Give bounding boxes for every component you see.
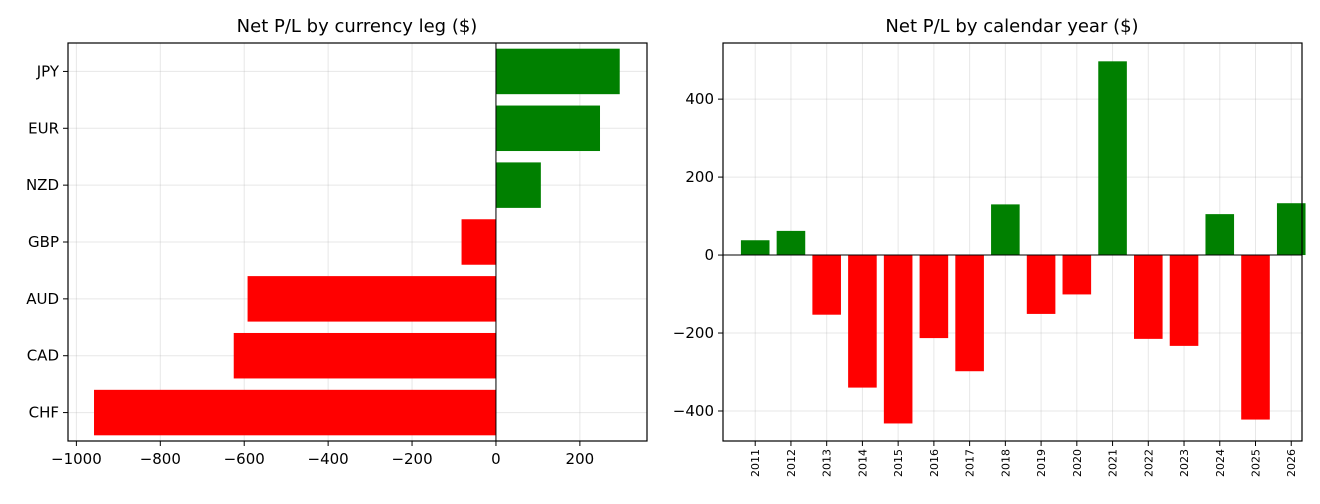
bar-2023 bbox=[1169, 255, 1199, 346]
y-tick-label: EUR bbox=[28, 119, 59, 137]
x-tick-label: 2021 bbox=[1107, 449, 1120, 477]
x-tick-label: 2016 bbox=[928, 449, 941, 477]
bars bbox=[740, 61, 1306, 424]
grid bbox=[68, 43, 647, 441]
x-tick-label: 2022 bbox=[1142, 449, 1155, 477]
bar-2022 bbox=[1133, 255, 1163, 339]
x-tick-label: 2024 bbox=[1214, 449, 1227, 477]
y-tick-label: −400 bbox=[673, 402, 714, 420]
currency-leg-chart: Net P/L by currency leg ($) −1000 −800 −60… bbox=[26, 16, 648, 468]
x-tick-label: −600 bbox=[224, 450, 265, 468]
bar-2013 bbox=[812, 255, 841, 315]
x-tick-label: 2023 bbox=[1178, 449, 1191, 477]
chart-title: Net P/L by currency leg ($) bbox=[237, 16, 478, 37]
x-axis: −1000 −800 −600 −400 −200 0 200 bbox=[51, 441, 594, 468]
bar-2026 bbox=[1276, 203, 1306, 256]
bar-nzd bbox=[495, 162, 541, 208]
x-tick-label: 2025 bbox=[1249, 449, 1262, 477]
y-tick-label: CHF bbox=[29, 404, 59, 422]
bar-gbp bbox=[461, 219, 496, 265]
x-tick-label: 2017 bbox=[964, 449, 977, 477]
plot-frame bbox=[722, 42, 1303, 442]
x-tick-label: −400 bbox=[308, 450, 349, 468]
x-tick-label: 2020 bbox=[1071, 449, 1084, 477]
x-tick-label: 2019 bbox=[1035, 449, 1048, 477]
x-axis: 2011 2012 2013 2014 2015 2016 2017 2018 2019 2020… bbox=[749, 441, 1298, 477]
x-tick-label: 0 bbox=[491, 450, 501, 468]
y-tick-label: CAD bbox=[27, 347, 59, 365]
y-tick-label: 0 bbox=[704, 246, 714, 264]
chart-title: Net P/L by calendar year ($) bbox=[885, 16, 1138, 37]
bar-eur bbox=[495, 105, 601, 152]
bar-2025 bbox=[1241, 255, 1270, 420]
x-tick-label: 2011 bbox=[749, 449, 762, 477]
y-tick-label: 200 bbox=[685, 168, 714, 186]
y-tick-label: JPY bbox=[36, 62, 60, 80]
x-tick-label: 2018 bbox=[999, 449, 1012, 477]
bar-2017 bbox=[955, 255, 984, 372]
y-axis: JPY EUR NZD GBP AUD CAD CHF bbox=[26, 62, 68, 422]
bar-2012 bbox=[776, 230, 806, 256]
bar-2024 bbox=[1205, 214, 1235, 256]
bar-2016 bbox=[919, 255, 949, 339]
bar-2021 bbox=[1098, 61, 1127, 256]
bar-2020 bbox=[1062, 255, 1092, 295]
bar-chf bbox=[94, 389, 496, 436]
x-tick-label: −800 bbox=[140, 450, 181, 468]
y-tick-label: NZD bbox=[26, 176, 59, 194]
x-tick-label: 2026 bbox=[1285, 449, 1298, 477]
x-tick-label: 2014 bbox=[856, 449, 869, 477]
bar-cad bbox=[233, 332, 496, 379]
x-tick-label: 2012 bbox=[785, 449, 798, 477]
y-tick-label: 400 bbox=[685, 90, 714, 108]
bars bbox=[94, 48, 620, 436]
bar-2014 bbox=[848, 255, 877, 388]
x-tick-label: 200 bbox=[566, 450, 595, 468]
bar-jpy bbox=[495, 48, 620, 95]
x-tick-label: −1000 bbox=[51, 450, 102, 468]
x-tick-label: 2015 bbox=[892, 449, 905, 477]
bar-2015 bbox=[883, 255, 913, 424]
y-axis: −400 −200 0 200 400 bbox=[673, 90, 723, 420]
y-tick-label: −200 bbox=[673, 324, 714, 342]
bar-2018 bbox=[991, 204, 1020, 256]
bar-2019 bbox=[1026, 255, 1056, 314]
bar-2011 bbox=[740, 240, 770, 256]
y-tick-label: GBP bbox=[28, 233, 59, 251]
y-tick-label: AUD bbox=[26, 290, 59, 308]
bar-aud bbox=[247, 276, 496, 322]
x-tick-label: −200 bbox=[391, 450, 432, 468]
calendar-year-chart: Net P/L by calendar year ($) 2011 2012 201… bbox=[673, 16, 1306, 477]
x-tick-label: 2013 bbox=[821, 449, 834, 477]
